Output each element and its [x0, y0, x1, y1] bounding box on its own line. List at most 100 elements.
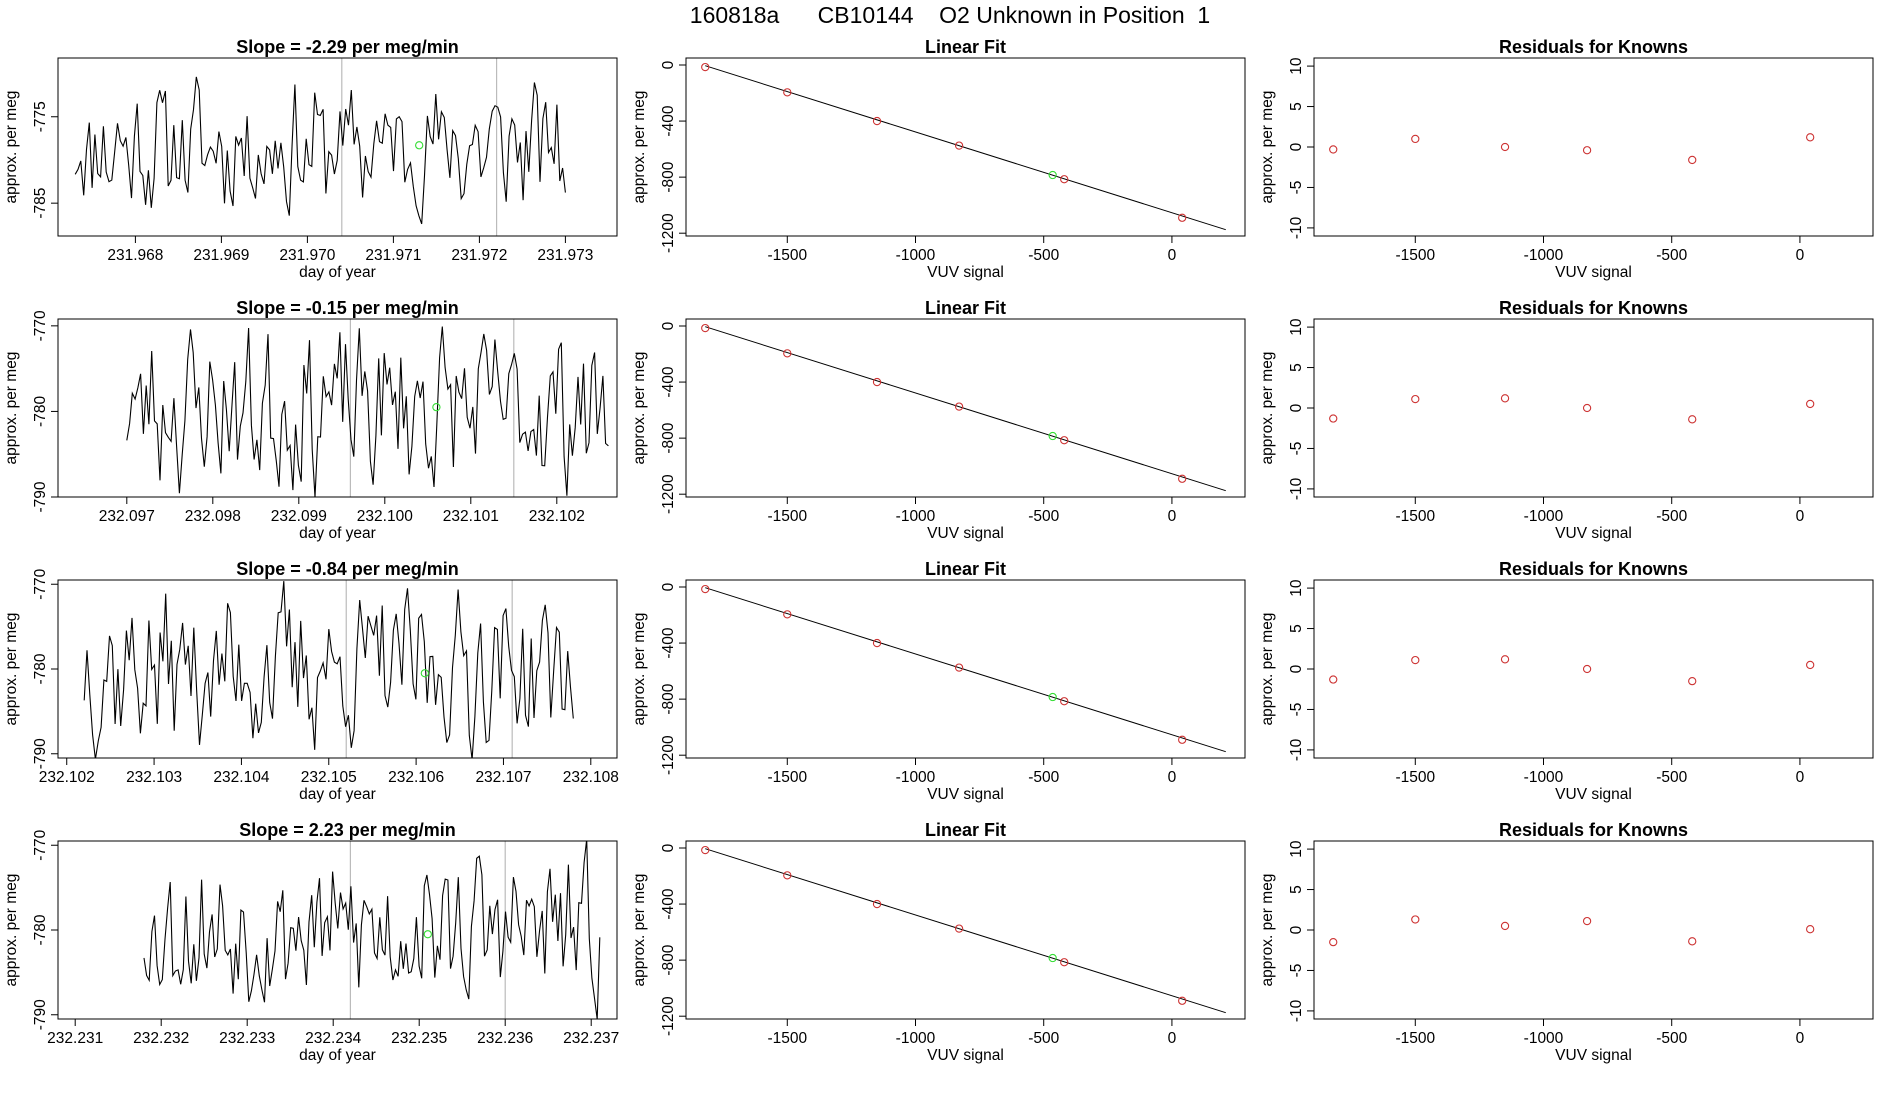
x-tick-label: -1000 [1524, 769, 1564, 786]
x-tick-label: 0 [1168, 769, 1177, 786]
residual-point [1582, 916, 1592, 926]
residual-point [1806, 133, 1815, 142]
y-tick-label: -400 [660, 888, 677, 919]
x-axis-label: VUV signal [1555, 525, 1632, 542]
y-tick-label: -1200 [660, 213, 677, 253]
x-axis-label: VUV signal [927, 264, 1004, 281]
slope-title: Slope = -2.29 per meg/min [236, 37, 459, 57]
x-tick-label: 0 [1168, 1030, 1177, 1047]
x-tick-label: -500 [1028, 1030, 1059, 1047]
x-axis-label: day of year [299, 264, 376, 281]
residual-point [1582, 403, 1592, 413]
residual-point [1411, 394, 1420, 404]
known-standard-point [1060, 958, 1069, 967]
y-tick-label: 5 [1288, 885, 1305, 894]
timeseries-line [143, 841, 601, 1019]
known-standard-point [872, 899, 882, 909]
y-tick-label: -400 [660, 627, 677, 658]
unknown-mean-point [432, 402, 441, 412]
x-tick-label: -1500 [1395, 508, 1435, 525]
known-standard-point [954, 663, 964, 672]
linear-fit-panel-row-4: -1500 -1000 -500 0 VUV signal 0 -400 -800 -1200 a… [631, 820, 1246, 1064]
x-tick-label: 232.102 [529, 508, 585, 525]
y-axis-label: approx. per meg [1259, 352, 1276, 465]
y-axis-label: approx. per meg [631, 874, 648, 987]
known-standard-point [872, 638, 882, 648]
unknown-mean-point [423, 930, 432, 939]
y-tick-label: 0 [1288, 142, 1305, 151]
residual-point [1500, 394, 1510, 403]
y-tick-label: 5 [1288, 102, 1305, 111]
y-tick-label: -1200 [660, 474, 677, 514]
residual-point [1411, 915, 1420, 924]
linear-fit-title: Linear Fit [925, 820, 1006, 840]
linear-fit-panel-row-1: -1500 -1000 -500 0 VUV signal 0 -400 -800 -1200 a… [631, 37, 1246, 281]
timeseries-line [74, 76, 566, 225]
x-tick-label: -1000 [896, 508, 936, 525]
y-axis-label: approx. per meg [3, 874, 20, 987]
y-tick-label: 0 [660, 321, 677, 330]
x-tick-label: 232.104 [213, 769, 269, 786]
unknown-mean-point [415, 141, 424, 150]
slope-title: Slope = 2.23 per meg/min [239, 820, 456, 840]
residuals-title: Residuals for Knowns [1499, 37, 1688, 57]
x-tick-label: -1000 [1524, 508, 1564, 525]
x-tick-label: 231.968 [107, 247, 163, 264]
residuals-title: Residuals for Knowns [1499, 298, 1688, 318]
known-standard-point [954, 141, 964, 150]
fit-line [705, 326, 1226, 492]
y-tick-label: 5 [1288, 363, 1305, 372]
x-tick-label: -1500 [1395, 769, 1435, 786]
x-tick-label: -500 [1656, 508, 1687, 525]
timeseries-frame [57, 840, 618, 1020]
x-tick-label: 232.231 [47, 1030, 103, 1047]
x-axis-label: VUV signal [927, 786, 1004, 803]
residual-point [1329, 675, 1338, 684]
residual-point [1500, 921, 1510, 931]
x-tick-label: 232.236 [477, 1030, 533, 1047]
x-tick-label: 231.971 [365, 247, 421, 264]
y-axis-label: approx. per meg [3, 91, 20, 204]
residual-point [1688, 155, 1697, 165]
x-tick-label: -500 [1656, 1030, 1687, 1047]
x-tick-label: -1500 [767, 247, 807, 264]
y-tick-label: -10 [1288, 216, 1305, 239]
timeseries-panel-row-1: 231.968 231.969 231.970 231.971 231.972 231.9… [3, 37, 618, 281]
residual-point [1411, 655, 1420, 665]
residual-point [1688, 676, 1697, 686]
y-tick-label: -1200 [660, 996, 677, 1036]
known-standard-point [1178, 213, 1187, 222]
y-tick-label: 0 [660, 843, 677, 852]
x-tick-label: -1500 [1395, 247, 1435, 264]
slope-title: Slope = -0.15 per meg/min [236, 298, 459, 318]
known-standard-point [783, 871, 792, 880]
x-tick-label: -500 [1028, 247, 1059, 264]
residual-point [1582, 664, 1592, 674]
residual-point [1688, 937, 1697, 946]
x-tick-label: 0 [1796, 247, 1805, 264]
y-tick-label: -10 [1288, 477, 1305, 500]
y-tick-label: 0 [1288, 664, 1305, 673]
timeseries-panel-row-4: 232.231 232.232 232.233 232.234 232.235 232.2… [3, 820, 619, 1064]
y-tick-label: 0 [1288, 403, 1305, 412]
x-tick-label: 232.097 [99, 508, 155, 525]
unknown-sample-point [1048, 692, 1057, 702]
y-tick-label: -790 [32, 738, 49, 769]
residuals-panel-row-3: -1500 -1000 -500 0 VUV signal 10 5 0 -5 -10 approx… [1259, 559, 1874, 803]
known-standard-point [783, 610, 792, 619]
y-tick-label: -780 [32, 396, 49, 427]
x-tick-label: -500 [1028, 769, 1059, 786]
residual-point [1329, 414, 1338, 423]
residual-point [1500, 142, 1510, 152]
y-axis-label: approx. per meg [1259, 91, 1276, 204]
residuals-frame [1313, 318, 1874, 498]
timeseries-panel-row-3: 232.102 232.103 232.104 232.105 232.106 232.1… [3, 559, 619, 803]
y-tick-label: 10 [1288, 57, 1305, 75]
x-tick-label: 232.235 [391, 1030, 447, 1047]
x-tick-label: 0 [1168, 508, 1177, 525]
unknown-sample-point [1048, 431, 1057, 441]
x-tick-label: 232.234 [305, 1030, 361, 1047]
y-tick-label: -800 [660, 944, 677, 975]
x-axis-label: day of year [299, 1047, 376, 1064]
residual-point [1806, 925, 1815, 934]
